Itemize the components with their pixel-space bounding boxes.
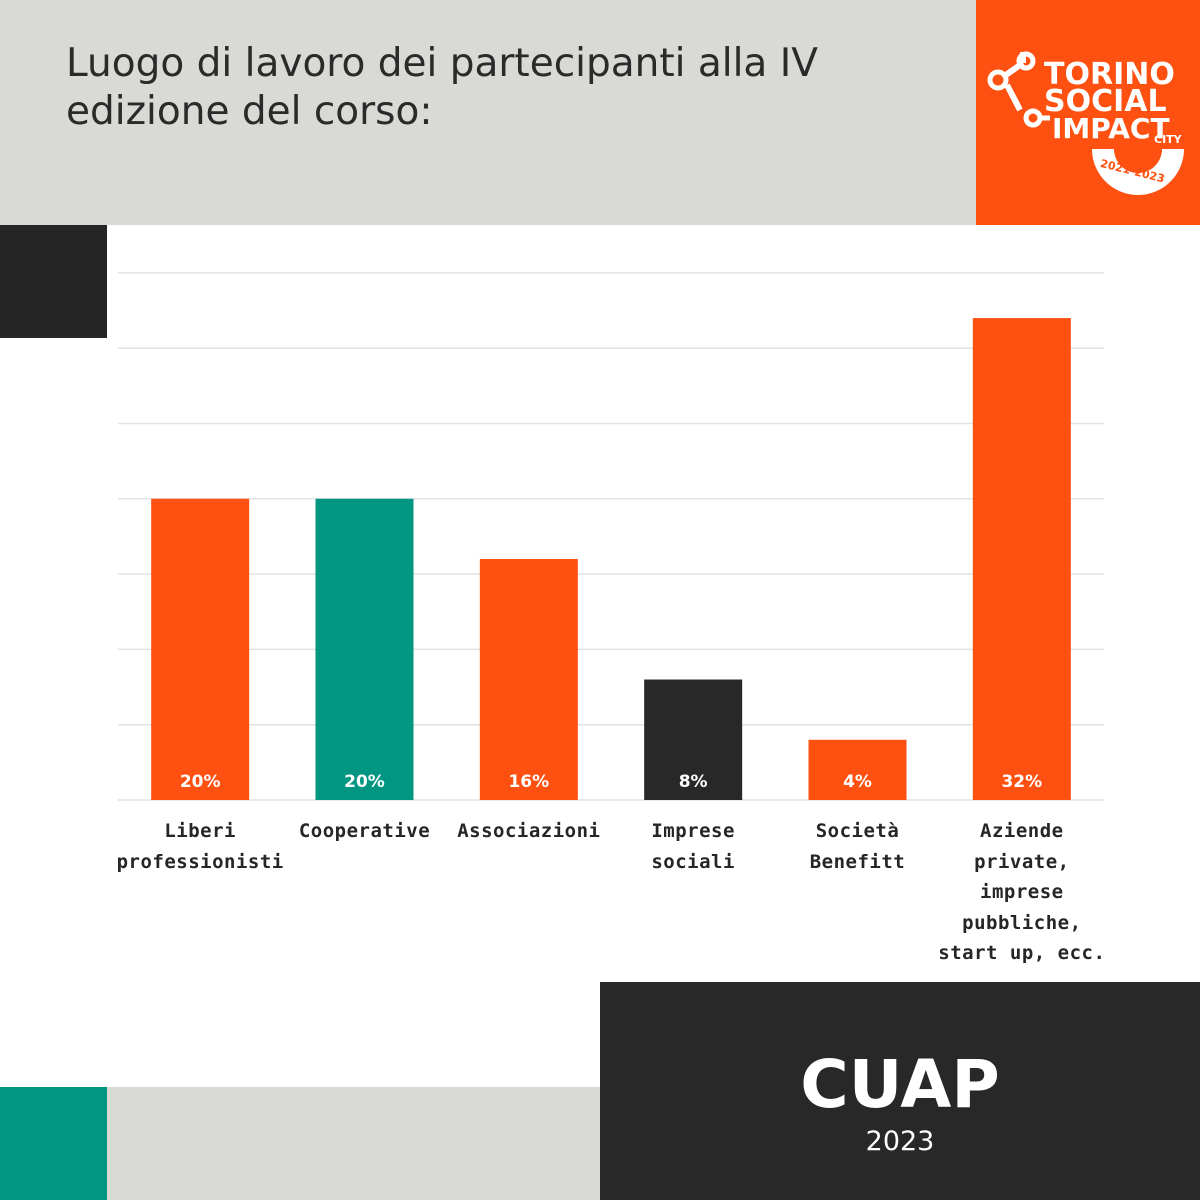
logo-line-1: TORINO xyxy=(1044,57,1175,92)
bar xyxy=(972,318,1071,800)
bar-value-label: 20% xyxy=(344,772,385,792)
bar-value-label: 8% xyxy=(679,772,708,792)
category-label: Associazioni xyxy=(457,820,601,842)
logo-line-3: IMPACT xyxy=(1052,112,1170,145)
bar xyxy=(808,739,907,800)
torino-social-impact-logo-icon: TORINO SOCIAL IMPACT CITY 2021-2023 xyxy=(987,51,1184,195)
bar xyxy=(644,679,743,800)
page-title: Luogo di lavoro dei partecipanti alla IV… xyxy=(66,41,818,134)
bar xyxy=(151,498,250,800)
bar-value-label: 4% xyxy=(843,772,872,792)
decor-teal-square xyxy=(0,1087,107,1200)
footer-box xyxy=(600,982,1200,1200)
category-label: Aziende private, imprese pubbliche, star… xyxy=(938,820,1106,964)
category-label: Società Benefitt xyxy=(809,820,906,873)
bar-value-label: 32% xyxy=(1001,772,1042,792)
decor-gray-strip xyxy=(107,1087,600,1200)
logo: TORINO SOCIAL IMPACT CITY 2021-2023 xyxy=(976,0,1200,225)
category-label: Cooperative xyxy=(298,820,431,842)
bar-chart: 20% 20% 16% 8% 4% 32% xyxy=(118,272,1104,801)
bar-value-label: 16% xyxy=(508,772,549,792)
category-label: Liberi professionisti xyxy=(116,820,284,873)
bar-value-label: 20% xyxy=(180,772,221,792)
bar xyxy=(479,559,578,800)
decor-dark-square xyxy=(0,225,107,338)
logo-line-2: SOCIAL xyxy=(1044,84,1167,119)
logo-city: CITY xyxy=(1154,133,1183,146)
footer-year: 2023 xyxy=(865,1126,935,1157)
category-label: Imprese sociali xyxy=(651,820,735,873)
bar xyxy=(315,498,414,800)
footer-title: CUAP xyxy=(800,1046,1000,1123)
header-band xyxy=(0,0,976,225)
